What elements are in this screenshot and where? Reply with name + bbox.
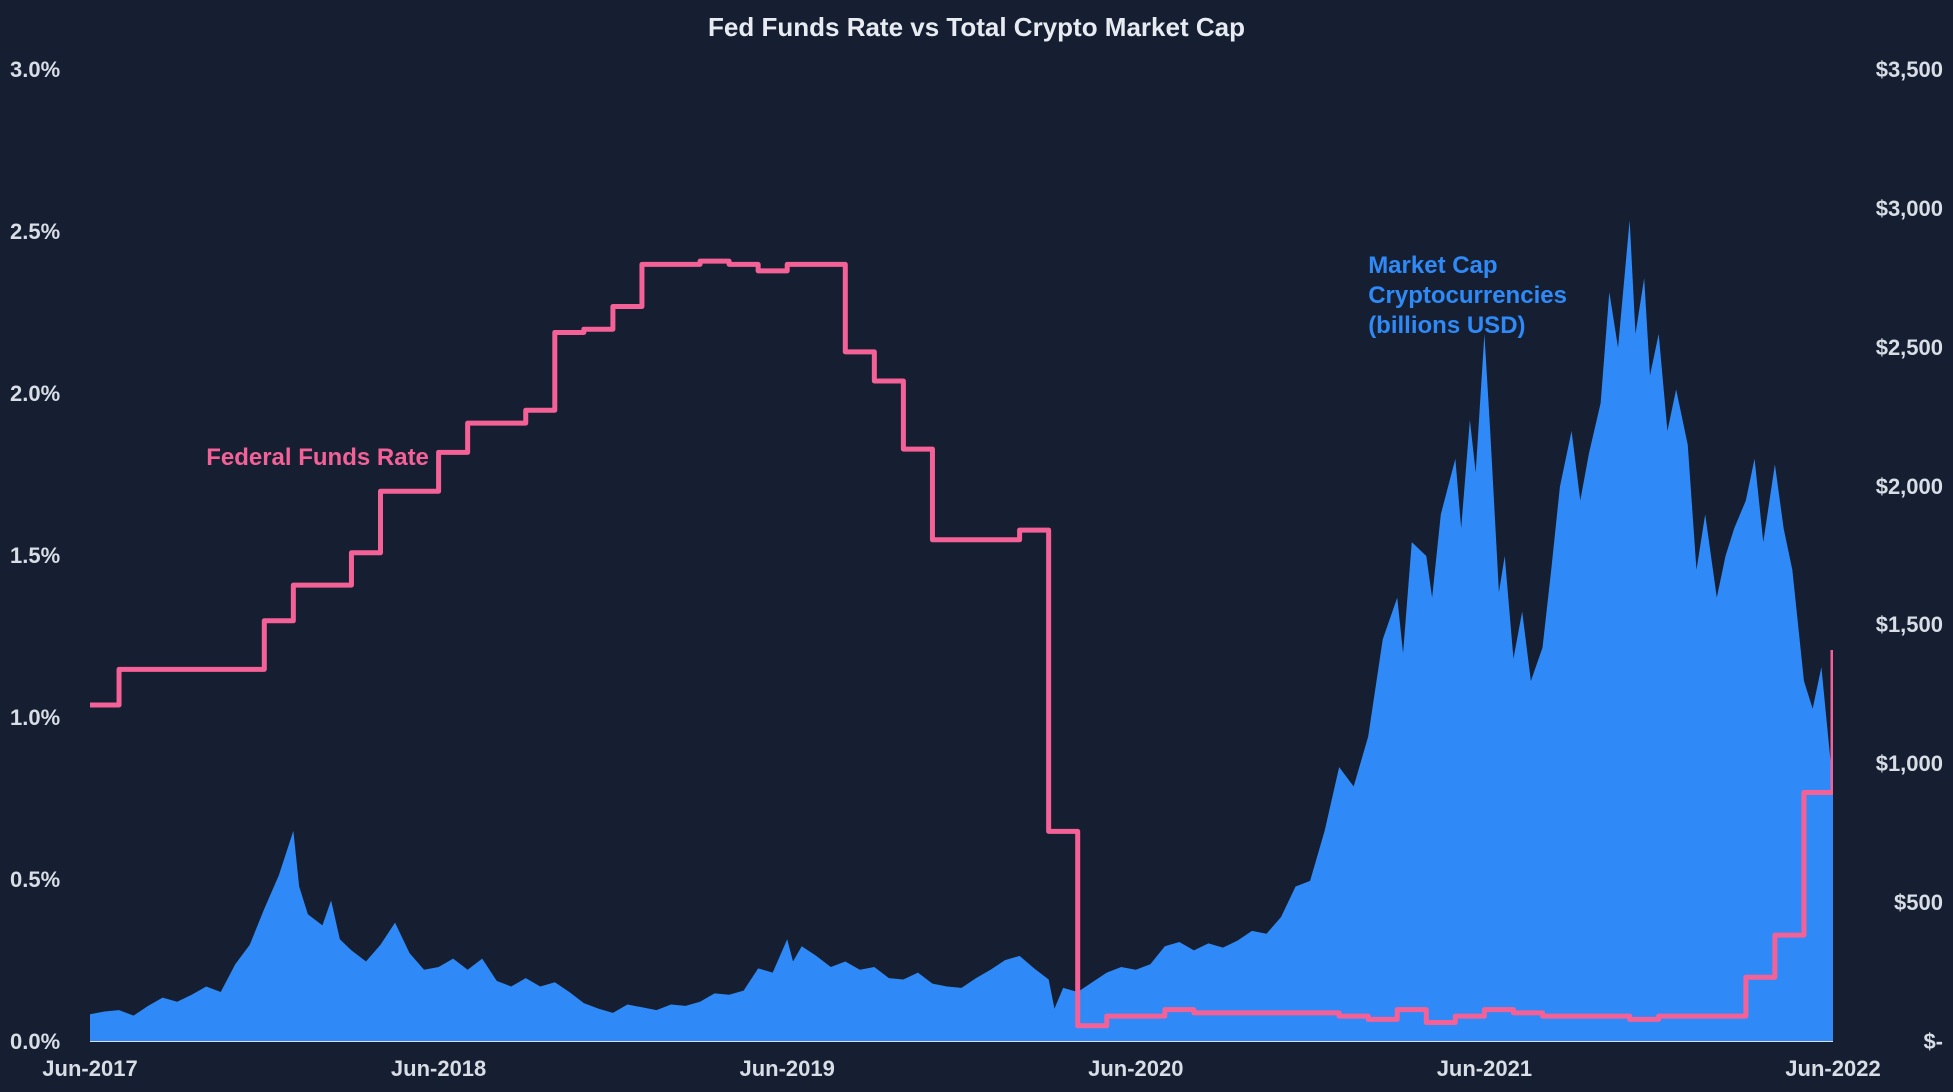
y-right-tick-label: $500: [1894, 890, 1943, 916]
y-left-tick-label: 3.0%: [10, 57, 60, 83]
y-right-tick-label: $2,500: [1876, 335, 1943, 361]
x-tick-label: Jun-2018: [391, 1056, 486, 1082]
y-right-tick-label: $-: [1923, 1029, 1943, 1055]
crypto-market-cap-area: [90, 220, 1833, 1042]
y-right-tick-label: $3,500: [1876, 57, 1943, 83]
y-left-tick-label: 1.0%: [10, 705, 60, 731]
chart-svg: [90, 70, 1833, 1042]
y-right-tick-label: $3,000: [1876, 196, 1943, 222]
crypto-cap-series-label: Market Cap Cryptocurrencies (billions US…: [1368, 251, 1567, 341]
y-left-tick-label: 0.5%: [10, 867, 60, 893]
y-left-tick-label: 2.5%: [10, 219, 60, 245]
plot-area: [90, 70, 1833, 1042]
x-tick-label: Jun-2021: [1437, 1056, 1532, 1082]
chart-title: Fed Funds Rate vs Total Crypto Market Ca…: [0, 12, 1953, 43]
y-right-tick-label: $1,000: [1876, 751, 1943, 777]
y-left-tick-label: 2.0%: [10, 381, 60, 407]
y-left-tick-label: 1.5%: [10, 543, 60, 569]
y-right-tick-label: $2,000: [1876, 474, 1943, 500]
x-tick-label: Jun-2020: [1088, 1056, 1183, 1082]
x-tick-label: Jun-2022: [1785, 1056, 1880, 1082]
chart-container: Fed Funds Rate vs Total Crypto Market Ca…: [0, 0, 1953, 1092]
x-tick-label: Jun-2017: [42, 1056, 137, 1082]
y-left-tick-label: 0.0%: [10, 1029, 60, 1055]
y-right-tick-label: $1,500: [1876, 612, 1943, 638]
x-tick-label: Jun-2019: [739, 1056, 834, 1082]
fed-rate-series-label: Federal Funds Rate: [206, 443, 429, 473]
